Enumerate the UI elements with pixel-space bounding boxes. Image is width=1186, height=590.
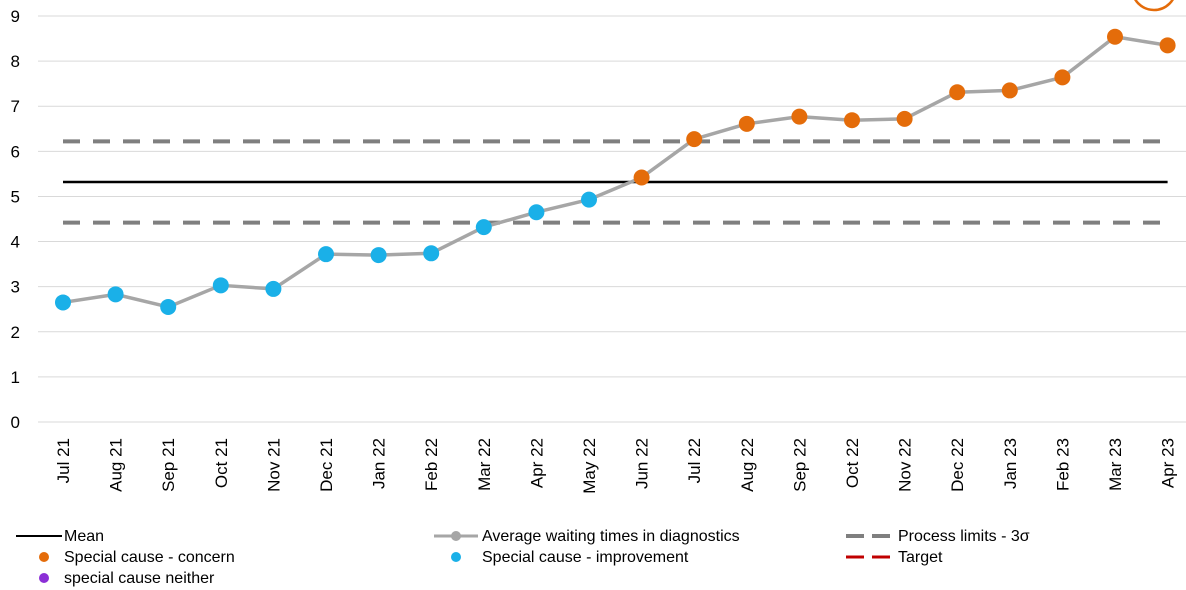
x-tick-label: Aug 22 (738, 438, 757, 492)
x-tick-label: Feb 23 (1053, 438, 1072, 491)
legend-neither-label: special cause neither (64, 570, 215, 587)
y-tick-label: 2 (11, 323, 20, 342)
data-points-layer (55, 28, 1176, 315)
data-point-concern (1054, 69, 1071, 86)
x-tick-label: Mar 23 (1106, 438, 1125, 491)
data-point-improvement (212, 277, 229, 294)
y-tick-label: 7 (11, 97, 20, 116)
x-tick-label: Sep 21 (159, 438, 178, 492)
data-point-improvement (107, 286, 124, 303)
x-tick-label: Oct 22 (843, 438, 862, 488)
data-point-improvement (581, 191, 597, 208)
legend-series-marker-swatch (451, 531, 461, 541)
data-point-improvement (423, 245, 440, 262)
y-tick-label: 6 (11, 142, 20, 161)
legend: Mean Average waiting times in diagnostics… (16, 528, 1030, 587)
x-tick-label: Jan 22 (370, 438, 389, 489)
legend-neither-swatch (39, 573, 49, 583)
y-tick-label: 9 (11, 7, 20, 26)
x-tick-label: Nov 21 (264, 438, 283, 492)
x-tick-label: May 22 (580, 438, 599, 494)
data-point-concern (949, 84, 966, 101)
legend-improvement-swatch (451, 552, 461, 562)
x-tick-label: Jul 22 (685, 438, 704, 483)
x-axis-tick-labels: Jul 21 Aug 21 Sep 21 Oct 21 Nov 21 Dec 21 Jan … (54, 438, 1178, 494)
y-tick-label: 8 (11, 52, 20, 71)
x-tick-label: Dec 22 (948, 438, 967, 492)
reference-lines (63, 139, 1168, 225)
y-axis-tick-labels: 0 1 2 3 4 5 6 7 8 9 (11, 7, 20, 432)
x-tick-label: Aug 21 (107, 438, 126, 492)
legend-target-label: Target (898, 549, 943, 566)
x-tick-label: Sep 22 (790, 438, 809, 492)
x-tick-label: Dec 21 (317, 438, 336, 492)
data-point-improvement (265, 280, 282, 297)
y-tick-label: 3 (11, 278, 20, 297)
data-point-concern (738, 115, 755, 132)
corner-marker (1134, 0, 1174, 12)
y-tick-label: 0 (11, 413, 20, 432)
y-tick-label: 4 (11, 233, 20, 252)
legend-mean-label: Mean (64, 528, 104, 545)
gridlines (38, 15, 1186, 423)
data-point-improvement (475, 219, 492, 236)
data-point-concern (633, 169, 650, 186)
x-tick-label: Apr 22 (527, 438, 546, 488)
x-tick-label: Jul 21 (54, 438, 73, 483)
legend-concern-label: Special cause - concern (64, 549, 235, 566)
data-point-concern (791, 108, 808, 125)
y-tick-label: 5 (11, 187, 20, 206)
data-point-improvement (55, 294, 71, 311)
legend-series-label: Average waiting times in diagnostics (482, 528, 740, 545)
data-point-concern (844, 112, 860, 129)
series-line-layer (62, 35, 1168, 309)
legend-limits-label: Process limits - 3σ (898, 528, 1030, 545)
x-tick-label: Mar 22 (475, 438, 494, 491)
legend-concern-swatch (39, 552, 49, 562)
data-point-improvement (160, 298, 177, 315)
x-tick-label: Jun 22 (633, 438, 652, 489)
highlight-ring (1134, 0, 1174, 12)
data-point-improvement (318, 246, 334, 263)
series-line (62, 35, 1168, 309)
data-point-concern (896, 110, 913, 127)
data-point-improvement (528, 204, 545, 221)
x-tick-label: Apr 23 (1159, 438, 1178, 488)
data-point-concern (1001, 82, 1018, 99)
data-point-concern (1159, 37, 1176, 54)
x-tick-label: Oct 21 (212, 438, 231, 488)
data-point-concern (686, 131, 703, 148)
data-point-concern (1107, 28, 1123, 45)
data-point-improvement (370, 247, 387, 264)
x-tick-label: Jan 23 (1001, 438, 1020, 489)
legend-improvement-label: Special cause - improvement (482, 549, 689, 566)
x-tick-label: Nov 22 (896, 438, 915, 492)
y-tick-label: 1 (11, 368, 20, 387)
x-tick-label: Feb 22 (422, 438, 441, 491)
